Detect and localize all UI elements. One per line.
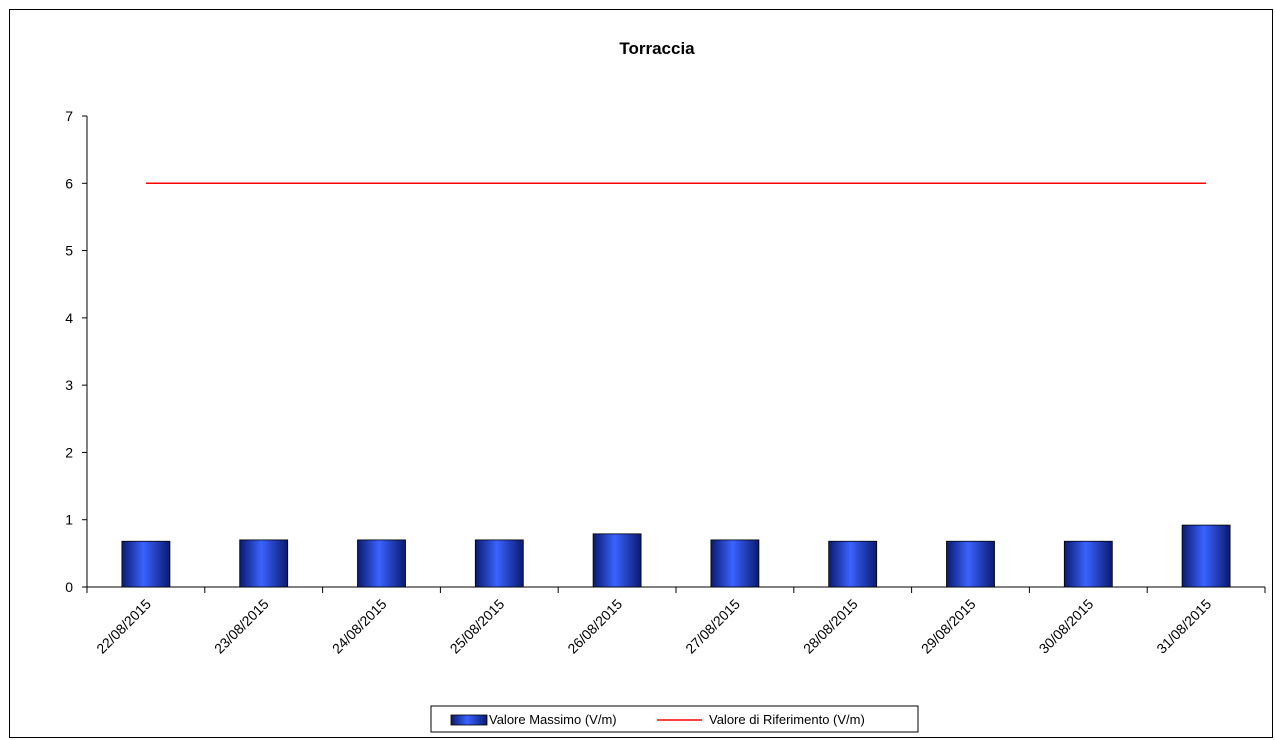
legend-box — [430, 705, 919, 733]
x-tick-label: 28/08/2015 — [800, 596, 861, 657]
chart-frame — [9, 9, 1273, 738]
x-tick-label: 31/08/2015 — [1153, 596, 1214, 657]
chart-title: Torraccia — [619, 39, 695, 58]
bar — [474, 539, 524, 588]
bar — [239, 539, 289, 588]
y-tick-label: 1 — [65, 512, 73, 528]
legend: Valore Massimo (V/m) Valore di Riferimen… — [430, 705, 919, 733]
legend-label-bar: Valore Massimo (V/m) — [489, 712, 617, 727]
y-tick-label: 3 — [65, 377, 73, 393]
x-tick-label: 30/08/2015 — [1036, 596, 1097, 657]
x-tick-label: 27/08/2015 — [682, 596, 743, 657]
y-tick-label: 5 — [65, 243, 73, 259]
bar — [1181, 524, 1231, 588]
y-tick-label: 0 — [65, 579, 73, 595]
bar — [592, 533, 642, 588]
x-tick-label: 23/08/2015 — [211, 596, 272, 657]
y-tick-label: 2 — [65, 444, 73, 460]
bar — [710, 539, 760, 588]
y-tick-label: 6 — [65, 175, 73, 191]
x-tick-label: 29/08/2015 — [918, 596, 979, 657]
x-tick-label: 22/08/2015 — [93, 596, 154, 657]
bar — [946, 540, 995, 588]
bar — [357, 539, 406, 588]
plot-area: 0 1 2 3 4 5 6 7 22/08/2015 23/08/2015 24/08/2015 25… — [65, 108, 1266, 657]
y-tick-label: 4 — [65, 310, 73, 326]
bar — [1063, 540, 1113, 588]
legend-swatch-bar — [450, 714, 488, 726]
bar — [828, 540, 878, 588]
x-tick-label: 26/08/2015 — [564, 596, 625, 657]
x-tick-label: 25/08/2015 — [447, 596, 508, 657]
y-tick-label: 7 — [65, 108, 73, 124]
legend-label-line: Valore di Riferimento (V/m) — [709, 712, 865, 727]
x-tick-label: 24/08/2015 — [329, 596, 390, 657]
bar — [121, 540, 171, 588]
